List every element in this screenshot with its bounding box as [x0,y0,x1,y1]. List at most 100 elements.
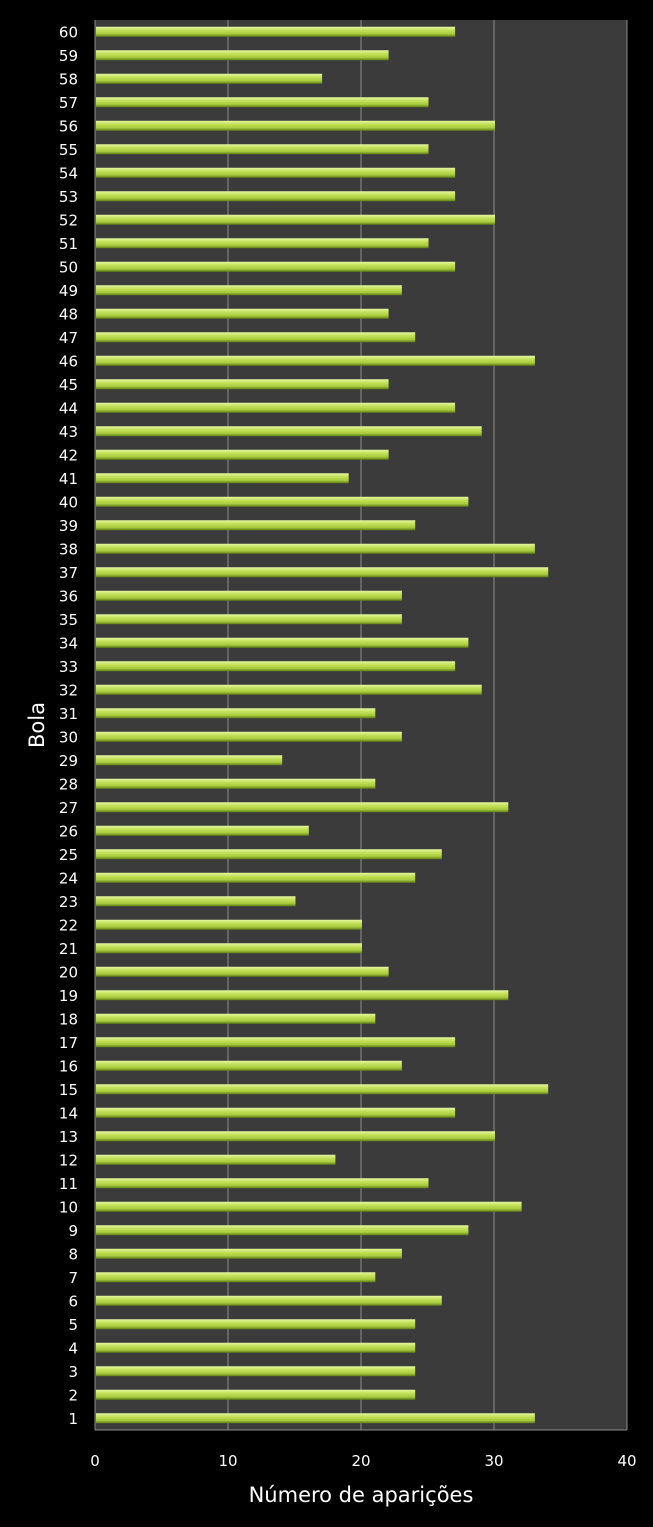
y-tick-label: 38 [59,540,78,558]
bar-56 [96,120,495,131]
y-tick-label: 27 [59,799,78,817]
bar-1 [96,1413,535,1424]
bar-46 [96,355,535,366]
bar-25 [96,849,442,860]
y-tick-label: 59 [59,47,78,65]
bar-50 [96,261,456,272]
y-tick-label: 57 [59,94,78,112]
bar-23 [96,896,296,907]
y-tick-label: 42 [59,446,78,464]
y-tick-label: 23 [59,893,78,911]
bar-28 [96,778,376,789]
bar-29 [96,755,283,766]
bar-37 [96,567,549,578]
y-tick-label: 32 [59,681,78,699]
y-tick-label: 60 [59,23,78,41]
y-tick-label: 7 [68,1269,78,1287]
y-tick-label: 47 [59,329,78,347]
bar-13 [96,1131,495,1142]
y-tick-label: 5 [68,1316,78,1334]
bar-27 [96,802,509,813]
bar-6 [96,1295,442,1306]
y-tick-label: 17 [59,1034,78,1052]
y-tick-label: 1 [68,1410,78,1428]
bar-10 [96,1201,522,1212]
y-tick-label: 54 [59,164,78,182]
x-axis-title: Número de aparições [249,1483,474,1507]
y-tick-label: 53 [59,188,78,206]
bar-58 [96,73,323,84]
y-tick-label: 37 [59,564,78,582]
bar-30 [96,731,402,742]
y-tick-label: 41 [59,470,78,488]
y-tick-label: 14 [59,1104,78,1122]
y-tick-label: 21 [59,940,78,958]
bar-17 [96,1037,456,1048]
y-tick-label: 39 [59,517,78,535]
y-tick-label: 15 [59,1081,78,1099]
bar-9 [96,1225,469,1236]
y-tick-label: 4 [68,1339,78,1357]
y-tick-label: 36 [59,587,78,605]
x-tick-label: 30 [484,1452,503,1470]
bar-41 [96,473,349,484]
y-tick-label: 22 [59,916,78,934]
bar-38 [96,543,535,554]
y-tick-label: 55 [59,141,78,159]
bar-49 [96,285,402,296]
y-tick-label: 26 [59,822,78,840]
bar-54 [96,167,456,178]
y-tick-label: 33 [59,658,78,676]
bar-39 [96,520,416,531]
bar-32 [96,684,482,695]
y-tick-label: 35 [59,611,78,629]
bar-45 [96,379,389,390]
bar-21 [96,943,362,954]
bar-43 [96,426,482,437]
y-tick-label: 19 [59,987,78,1005]
bar-14 [96,1107,456,1118]
y-tick-label: 12 [59,1151,78,1169]
bar-31 [96,708,376,719]
y-tick-label: 34 [59,634,78,652]
y-tick-label: 40 [59,493,78,511]
bar-18 [96,1013,376,1024]
y-tick-label: 31 [59,705,78,723]
bar-33 [96,661,456,672]
x-tick-label: 0 [90,1452,100,1470]
bar-26 [96,825,309,836]
bar-52 [96,214,495,225]
y-tick-label: 13 [59,1128,78,1146]
y-tick-label: 58 [59,70,78,88]
bar-42 [96,449,389,460]
bar-11 [96,1178,429,1189]
y-tick-label: 56 [59,117,78,135]
x-tick-label: 20 [351,1452,370,1470]
y-tick-label: 24 [59,869,78,887]
bar-4 [96,1342,416,1353]
y-tick-label: 30 [59,728,78,746]
bar-12 [96,1154,336,1165]
y-tick-label: 18 [59,1010,78,1028]
bar-57 [96,97,429,108]
bar-44 [96,402,456,413]
y-tick-label: 52 [59,211,78,229]
y-tick-label: 48 [59,305,78,323]
bar-3 [96,1366,416,1377]
y-tick-label: 3 [68,1363,78,1381]
y-tick-label: 49 [59,282,78,300]
y-axis-title: Bola [25,702,49,748]
y-tick-label: 29 [59,752,78,770]
bar-19 [96,990,509,1001]
y-tick-label: 43 [59,423,78,441]
bar-36 [96,590,402,601]
y-tick-label: 6 [68,1292,78,1310]
bar-53 [96,191,456,202]
bar-60 [96,26,456,37]
y-tick-label: 50 [59,258,78,276]
bar-22 [96,919,362,930]
bar-34 [96,637,469,648]
y-tick-label: 10 [59,1198,78,1216]
y-tick-label: 2 [68,1386,78,1404]
